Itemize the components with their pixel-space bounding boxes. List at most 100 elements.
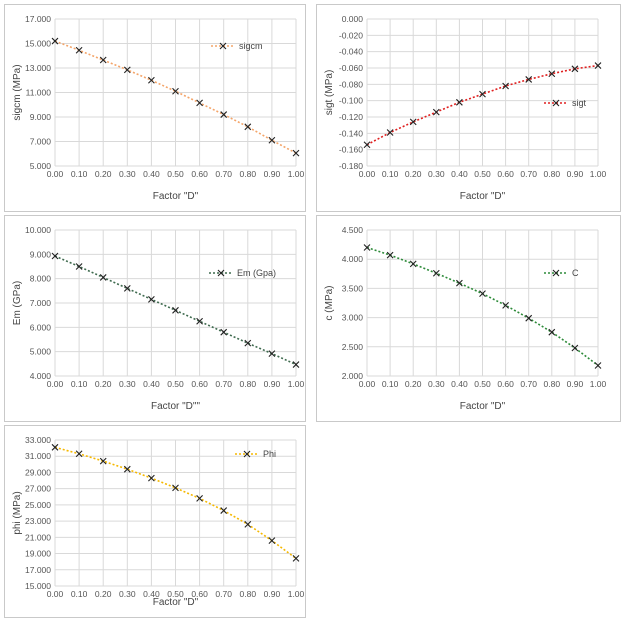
data-point <box>292 361 300 368</box>
data-point <box>571 344 579 352</box>
y-tick-label: 11.000 <box>26 88 52 98</box>
y-tick-label: 4.500 <box>342 225 364 235</box>
x-tick-label: 0.00 <box>47 589 64 599</box>
chart-em: 0.00 0.10 0.20 0.30 0.40 0.50 0.60 0.70 0.80 0.90… <box>4 215 306 422</box>
data-point <box>571 65 579 73</box>
chart-sigt: 0.00 0.10 0.20 0.30 0.40 0.50 0.60 0.70 0.80 0.90… <box>316 4 621 212</box>
x-tick-label: 0.80 <box>544 169 561 179</box>
x-axis-label: Factor "D" <box>153 191 199 202</box>
x-tick-label: 0.20 <box>405 379 422 389</box>
data-point <box>409 260 417 268</box>
x-tick-label: 0.80 <box>240 169 257 179</box>
x-tick-label: 0.70 <box>520 379 537 389</box>
series-line <box>54 40 297 154</box>
legend-label: Em (Gpa) <box>237 268 276 278</box>
data-point <box>244 520 252 528</box>
data-point <box>502 301 509 309</box>
data-point <box>123 66 131 74</box>
x-tick-label: 0.50 <box>167 169 184 179</box>
x-tick-label: 0.40 <box>143 379 160 389</box>
chart-svg: 0.00 0.10 0.20 0.30 0.40 0.50 0.60 0.70 0.80 0.90… <box>12 435 305 608</box>
y-tick-label: 3.000 <box>342 313 364 323</box>
y-tick-label: 2.500 <box>342 342 364 352</box>
x-axis-label: Factor "D" <box>460 191 506 202</box>
legend-label: Phi <box>263 449 276 459</box>
data-point <box>51 37 59 45</box>
y-tick-label: 9.000 <box>30 112 52 122</box>
y-tick-label: 17.000 <box>25 565 51 575</box>
data-point <box>594 362 602 369</box>
data-point <box>99 56 107 64</box>
x-tick-label: 0.50 <box>167 589 184 599</box>
x-tick-label: 1.00 <box>590 379 607 389</box>
x-tick-label: 0.40 <box>451 379 468 389</box>
x-tick-label: 0.30 <box>119 589 136 599</box>
x-tick-label: 0.10 <box>71 589 88 599</box>
y-tick-label: 2.000 <box>342 371 364 381</box>
data-point <box>75 263 83 270</box>
x-tick-label: 0.50 <box>167 379 184 389</box>
data-point <box>268 350 276 358</box>
legend: sigt <box>544 98 587 108</box>
x-tick-label: 1.00 <box>590 169 607 179</box>
x-tick-label: 0.10 <box>382 169 399 179</box>
data-point <box>51 443 59 451</box>
y-tick-label: 21.000 <box>25 532 51 542</box>
x-tick-label: 1.00 <box>288 589 305 599</box>
x-tick-label: 0.60 <box>191 589 208 599</box>
data-point <box>220 111 228 118</box>
x-axis-label: Factor "D" <box>153 597 199 608</box>
y-tick-label: 15.000 <box>25 39 51 49</box>
x-tick-label: 0.50 <box>474 169 491 179</box>
data-point <box>99 274 107 281</box>
y-tick-label: 0.000 <box>342 14 364 24</box>
chart-svg: 0.00 0.10 0.20 0.30 0.40 0.50 0.60 0.70 0.80 0.90… <box>12 225 305 412</box>
y-tick-label: 25.000 <box>25 500 51 510</box>
data-point <box>196 317 203 325</box>
x-tick-label: 1.00 <box>288 169 305 179</box>
x-tick-label: 0.30 <box>428 169 445 179</box>
data-point <box>456 279 463 287</box>
y-tick-label: -0.040 <box>339 47 363 57</box>
data-point <box>196 495 203 502</box>
data-point <box>148 295 155 303</box>
x-tick-label: 0.70 <box>215 379 232 389</box>
data-point <box>268 537 276 544</box>
x-tick-label: 0.80 <box>240 589 257 599</box>
data-point <box>292 149 300 157</box>
x-tick-label: 0.30 <box>428 379 445 389</box>
x-tick-label: 0.40 <box>143 169 160 179</box>
y-tick-label: -0.080 <box>339 79 363 89</box>
chart-phi: 0.00 0.10 0.20 0.30 0.40 0.50 0.60 0.70 0.80 0.90… <box>4 425 306 618</box>
data-point <box>432 108 440 116</box>
x-axis-label: Factor "D" <box>460 401 506 412</box>
data-point <box>148 76 155 84</box>
chart-c: 0.00 0.10 0.20 0.30 0.40 0.50 0.60 0.70 0.80 0.90… <box>316 215 621 422</box>
x-tick-label: 0.10 <box>71 379 88 389</box>
x-axis-label: Factor "D"" <box>151 401 200 412</box>
data-point <box>386 251 394 259</box>
y-tick-label: 15.000 <box>25 581 51 591</box>
data-point <box>244 123 252 131</box>
data-point <box>363 141 371 149</box>
y-tick-label: -0.180 <box>339 161 363 171</box>
data-point <box>172 306 179 314</box>
chart-sigcm: 0.00 0.10 0.20 0.30 0.40 0.50 0.60 0.70 0.80 0.90… <box>4 4 306 212</box>
x-tick-label: 0.70 <box>520 169 537 179</box>
data-point <box>363 244 371 251</box>
y-tick-label: 7.000 <box>30 137 52 147</box>
data-point <box>456 98 463 106</box>
y-tick-label: 13.000 <box>25 63 51 73</box>
x-tick-label: 1.00 <box>288 379 305 389</box>
y-tick-label: 8.000 <box>30 274 52 284</box>
y-axis-label: phi (MPa) <box>12 491 23 534</box>
legend: Em (Gpa) <box>209 268 276 278</box>
x-tick-label: 0.00 <box>47 379 64 389</box>
x-tick-label: 0.00 <box>359 169 376 179</box>
data-point <box>268 136 276 144</box>
y-tick-label: 5.000 <box>30 161 52 171</box>
y-tick-label: 3.500 <box>342 283 364 293</box>
y-tick-label: 10.000 <box>25 225 51 235</box>
y-tick-label: 6.000 <box>30 322 52 332</box>
y-tick-label: -0.160 <box>339 145 363 155</box>
